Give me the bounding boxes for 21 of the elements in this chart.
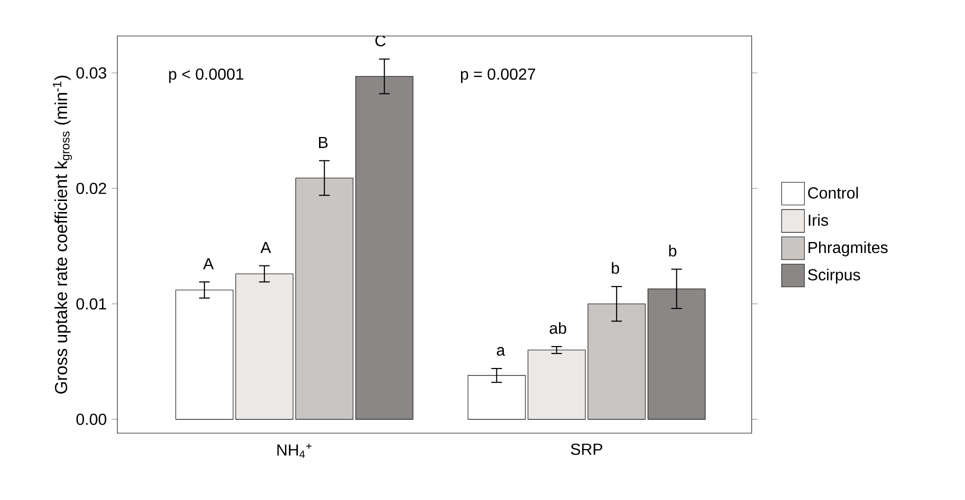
- legend-label: Scirpus: [808, 268, 860, 284]
- annotation: p = 0.0027: [460, 68, 536, 84]
- y-tick-label: 0.00: [76, 414, 106, 426]
- legend-label: Iris: [808, 214, 828, 226]
- legend-label: Phragmites: [808, 242, 888, 256]
- annotation: p < 0.0001: [169, 68, 244, 84]
- y-tick-label: 0.03: [76, 67, 106, 79]
- x-tick-label: SRP: [570, 444, 602, 455]
- data-label: b: [612, 262, 620, 274]
- data-label: ab: [550, 322, 566, 334]
- data-label: B: [319, 137, 328, 148]
- legend-label: Control: [808, 186, 858, 199]
- data-label: a: [496, 347, 506, 356]
- bar: [528, 350, 586, 420]
- x-tick-label: NH$_{4}$+: [277, 444, 312, 458]
- data-label: b: [669, 244, 676, 257]
- y-tick-label: 0.02: [76, 182, 106, 194]
- y-axis-title: Gross uptake rate coefficient k$_{gross}$ (min$^{-1}$): [52, 76, 72, 394]
- data-label: A: [203, 258, 214, 270]
- y-tick-label: 0.01: [76, 298, 106, 310]
- data-label: A: [260, 242, 272, 254]
